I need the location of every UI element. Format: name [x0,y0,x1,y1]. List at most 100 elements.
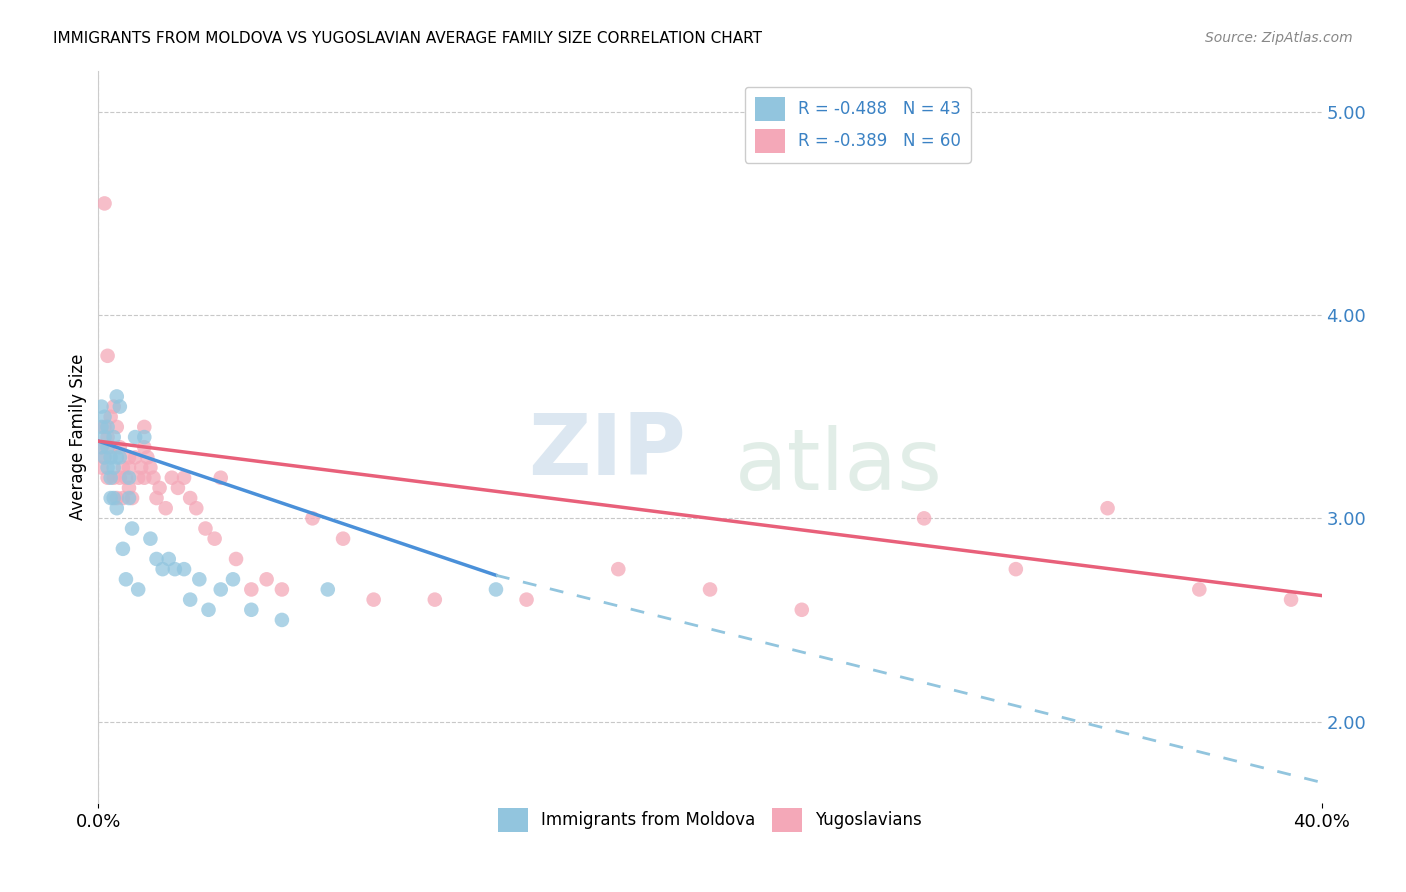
Point [115,471,138,485]
Text: atlas: atlas [734,425,942,508]
Point [134,420,156,434]
Point [225,552,247,566]
Point [108,440,131,454]
Point [790,603,813,617]
Point [173,562,195,576]
Point [1279,592,1302,607]
Point [186,501,208,516]
Point [270,582,292,597]
Point [118,471,141,485]
Point [93,450,115,465]
Point [699,582,721,597]
Point [222,572,245,586]
Point [105,420,128,434]
Point [100,450,122,465]
Point [157,552,180,566]
Point [108,471,131,485]
Point [134,440,156,454]
Point [124,430,146,444]
Point [111,541,134,556]
Point [90,440,112,454]
Legend: Immigrants from Moldova, Yugoslavians: Immigrants from Moldova, Yugoslavians [491,801,929,838]
Point [136,450,159,465]
Point [93,430,115,444]
Point [103,430,125,444]
Point [152,562,174,576]
Point [97,420,120,434]
Point [97,471,120,485]
Point [134,471,156,485]
Point [97,460,120,475]
Point [93,420,115,434]
Point [155,501,177,516]
Point [90,440,112,454]
Point [607,562,630,576]
Point [90,460,112,475]
Point [127,582,149,597]
Point [179,592,201,607]
Point [139,532,162,546]
Point [103,491,125,505]
Point [93,450,115,465]
Point [363,592,385,607]
Point [139,460,162,475]
Point [516,592,538,607]
Point [108,450,131,465]
Point [167,481,190,495]
Point [423,592,446,607]
Point [912,511,935,525]
Point [301,511,323,525]
Point [103,471,125,485]
Point [111,491,134,505]
Text: Source: ZipAtlas.com: Source: ZipAtlas.com [1205,31,1353,45]
Point [1188,582,1211,597]
Point [270,613,292,627]
Point [204,532,226,546]
Point [163,562,186,576]
Point [145,552,167,566]
Point [316,582,339,597]
Point [173,471,195,485]
Point [103,460,125,475]
Point [1004,562,1026,576]
Point [134,430,156,444]
Point [485,582,508,597]
Point [118,450,141,465]
Point [124,450,146,465]
Text: IMMIGRANTS FROM MOLDOVA VS YUGOSLAVIAN AVERAGE FAMILY SIZE CORRELATION CHART: IMMIGRANTS FROM MOLDOVA VS YUGOSLAVIAN A… [53,31,762,46]
Point [160,471,183,485]
Point [209,582,232,597]
Point [105,450,128,465]
Point [115,572,138,586]
Point [129,460,152,475]
Point [197,603,219,617]
Point [240,582,263,597]
Point [103,400,125,414]
Point [188,572,211,586]
Point [149,481,172,495]
Point [118,481,141,495]
Point [90,400,112,414]
Point [93,409,115,424]
Point [100,409,122,424]
Point [93,196,115,211]
Point [142,471,165,485]
Point [97,349,120,363]
Point [121,491,143,505]
Point [127,471,149,485]
Point [118,491,141,505]
Point [108,400,131,414]
Point [194,521,217,535]
Point [105,389,128,403]
Text: ZIP: ZIP [527,410,686,493]
Point [100,471,122,485]
Y-axis label: Average Family Size: Average Family Size [69,354,87,520]
Point [100,491,122,505]
Point [105,501,128,516]
Point [1097,501,1119,516]
Point [179,491,201,505]
Point [100,440,122,454]
Point [97,430,120,444]
Point [145,491,167,505]
Point [97,440,120,454]
